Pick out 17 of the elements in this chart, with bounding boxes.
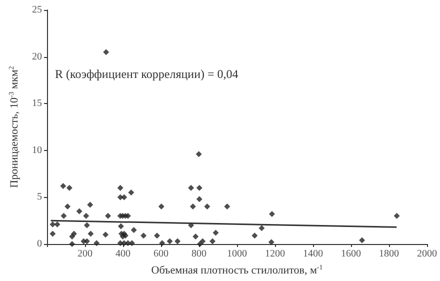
- x-tick-label: 1800: [379, 248, 399, 260]
- x-tick-label: 200: [78, 248, 92, 260]
- y-tick-label: 10: [32, 144, 42, 156]
- x-tick-label: 600: [154, 248, 168, 260]
- x-tick-label: 1000: [227, 248, 247, 260]
- x-tick-label: 1600: [341, 248, 361, 260]
- y-tick-label: 15: [32, 98, 42, 110]
- y-tick-label: 25: [32, 4, 42, 16]
- annotation: R (коэффициент корреляции) = 0,04: [55, 67, 238, 81]
- x-tick-label: 2000: [417, 248, 437, 260]
- y-tick-label: 20: [32, 51, 42, 62]
- x-tick-label: 400: [116, 248, 130, 260]
- y-tick-label: 5: [37, 192, 42, 203]
- x-tick-label: 800: [192, 248, 206, 260]
- x-tick-label: 1400: [303, 248, 323, 260]
- y-tick-label: 0: [37, 238, 42, 250]
- x-tick-label: 1200: [265, 248, 285, 260]
